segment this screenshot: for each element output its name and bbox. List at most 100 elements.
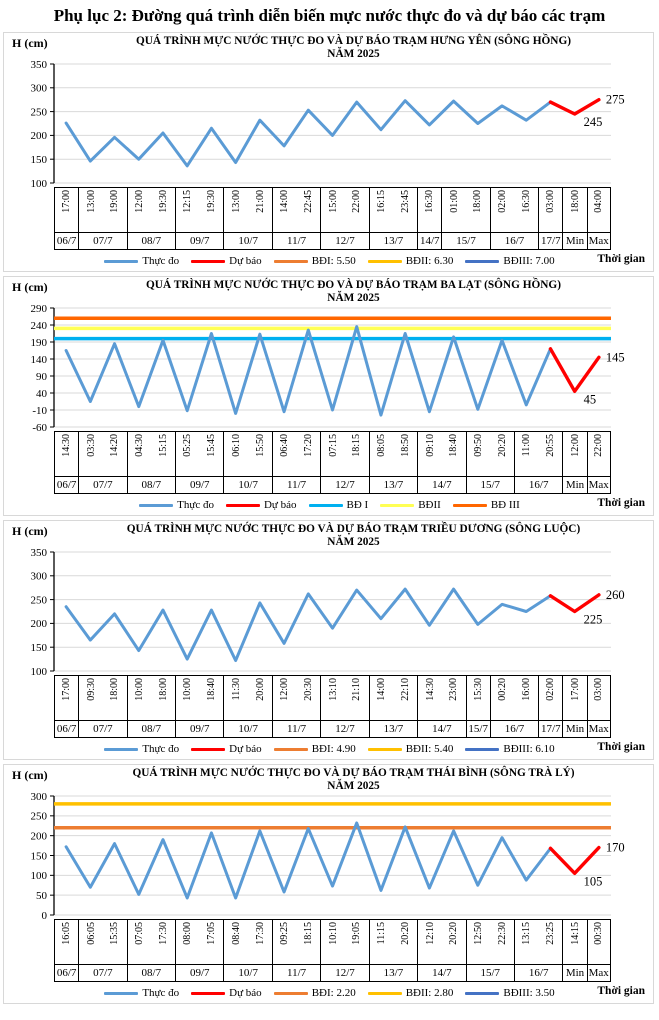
x-axis-title: Thời gian [597,253,645,265]
y-tick-label: 50 [36,890,48,902]
time-group: 01:00 18:00 [441,188,489,232]
legend-line-swatch [191,991,226,995]
y-tick-label: 140 [31,354,48,366]
y-tick-label: 290 [31,303,48,315]
x-tick-time: 03:00 [593,678,605,701]
time-group: 17:00 [54,676,78,720]
x-tick-date: 16/7 [489,721,538,737]
page-title: Phụ lục 2: Đường quá trình diễn biến mực… [53,6,606,25]
y-tick-label: 190 [31,337,48,349]
x-tick-time: 18:15 [302,922,314,945]
x-tick-date: 14/7 [417,721,465,737]
y-tick-label: 300 [31,83,48,95]
legend-item: BĐ III [452,499,520,511]
x-tick-time: 20:20 [496,434,508,457]
time-group: 10:10 19:05 [320,920,368,964]
chart-tram-trieu-duong: H (cm) QUÁ TRÌNH MỰC NƯỚC THỰC ĐO VÀ DỰ … [3,520,654,760]
legend-line-swatch [104,747,139,751]
x-tick-time: 17:30 [157,922,169,945]
x-tick-date: 10/7 [223,965,271,981]
legend-item: BĐIII: 3.50 [465,987,555,999]
time-group: 14:00 22:45 [271,188,320,232]
chart-title-line1: QUÁ TRÌNH MỰC NƯỚC THỰC ĐO VÀ DỰ BÁO TRẠ… [132,767,575,779]
time-group: 13:00 19:00 [78,188,126,232]
time-group: 02:00 [538,676,562,720]
plot-area: 0 50 100 150 200 250 300 105 170 [4,791,655,922]
chart-tram-thai-binh: H (cm) QUÁ TRÌNH MỰC NƯỚC THỰC ĐO VÀ DỰ … [3,764,654,1004]
legend-line-swatch [380,503,415,507]
time-group: 09:30 18:00 [78,676,126,720]
x-tick-time: 04:30 [133,434,145,457]
x-tick-time: 16:15 [376,190,388,213]
legend-label: Dự báo [229,987,262,999]
legend-line-swatch [367,747,402,751]
x-tick-time: 21:10 [351,678,363,701]
x-tick-time: 18:40 [206,678,218,701]
legend-item: BĐIII: 6.10 [465,743,555,755]
time-group: 04:00 [586,188,611,232]
x-tick-date: 15/7 [465,477,514,493]
x-tick-time: 02:00 [497,190,509,213]
legend-line-swatch [139,503,174,507]
legend-line-swatch [191,259,226,263]
legend: Thực đo Dự báo BĐ I BĐII BĐ III [4,495,655,515]
x-tick-date: 16/7 [514,965,562,981]
legend-line-swatch [465,747,500,751]
chart-tram-hung-yen: H (cm) QUÁ TRÌNH MỰC NƯỚC THỰC ĐO VÀ DỰ … [3,32,654,272]
time-group: 03:30 14:20 [78,432,126,476]
x-tick-date: 16/7 [514,477,562,493]
x-axis-title: Thời gian [597,741,645,753]
x-tick-date: Min [562,233,586,249]
x-tick-time: 00:30 [593,922,605,945]
legend-line-swatch [225,503,260,507]
x-tick-time: 15:30 [472,678,484,701]
plot-svg: 0 50 100 150 200 250 300 105 170 [31,791,625,922]
y-tick-label: -60 [32,422,47,431]
x-tick-time: 18:40 [448,434,460,457]
x-tick-date: 06/7 [54,721,78,737]
x-tick-date: Max [586,477,611,493]
y-tick-label: 150 [31,154,48,166]
x-tick-time: 04:00 [593,190,605,213]
time-group: 12:10 20:20 [417,920,465,964]
x-tick-date: 17/7 [538,721,562,737]
x-tick-date: Min [562,721,586,737]
forecast-max-label: 145 [606,350,625,364]
x-tick-date: 11/7 [271,233,320,249]
time-group: 17:00 [562,676,586,720]
forecast-line [548,593,601,614]
x-tick-time: 14:20 [109,434,121,457]
time-group: 08:40 17:30 [223,920,271,964]
x-tick-time: 23:00 [448,678,460,701]
x-tick-time: 17:00 [61,678,73,701]
time-group: 15:30 [465,676,490,720]
x-tick-time: 19:30 [157,190,169,213]
time-group: 08:00 17:05 [175,920,223,964]
x-tick-time: 15:15 [157,434,169,457]
time-group: 11:15 20:20 [368,920,417,964]
time-group: 14:30 [54,432,78,476]
x-tick-date: 14/7 [417,477,465,493]
x-tick-time: 17:20 [302,434,314,457]
x-tick-date: 08/7 [126,721,175,737]
legend-label: Thực đo [142,255,180,267]
x-tick-time: 09:25 [279,922,291,945]
legend-item: BĐI: 5.50 [273,255,356,267]
observed-line [64,99,552,168]
y-axis-title: H (cm) [12,524,48,538]
x-tick-time: 06:40 [279,434,291,457]
x-axis-title: Thời gian [597,985,645,997]
legend-item: BĐII [380,499,441,511]
legend-item: Dự báo [225,499,297,511]
x-tick-time: 07:15 [327,434,339,457]
time-group: 17:00 [54,188,78,232]
x-tick-time: 16:05 [61,922,73,945]
x-axis-title: Thời gian [597,497,645,509]
forecast-min-label: 105 [584,874,603,888]
x-tick-time: 22:30 [496,922,508,945]
x-tick-date: 06/7 [54,477,78,493]
x-tick-time: 11:15 [376,922,388,945]
x-tick-date: Max [586,233,611,249]
chart-title-line1: QUÁ TRÌNH MỰC NƯỚC THỰC ĐO VÀ DỰ BÁO TRẠ… [146,279,561,291]
